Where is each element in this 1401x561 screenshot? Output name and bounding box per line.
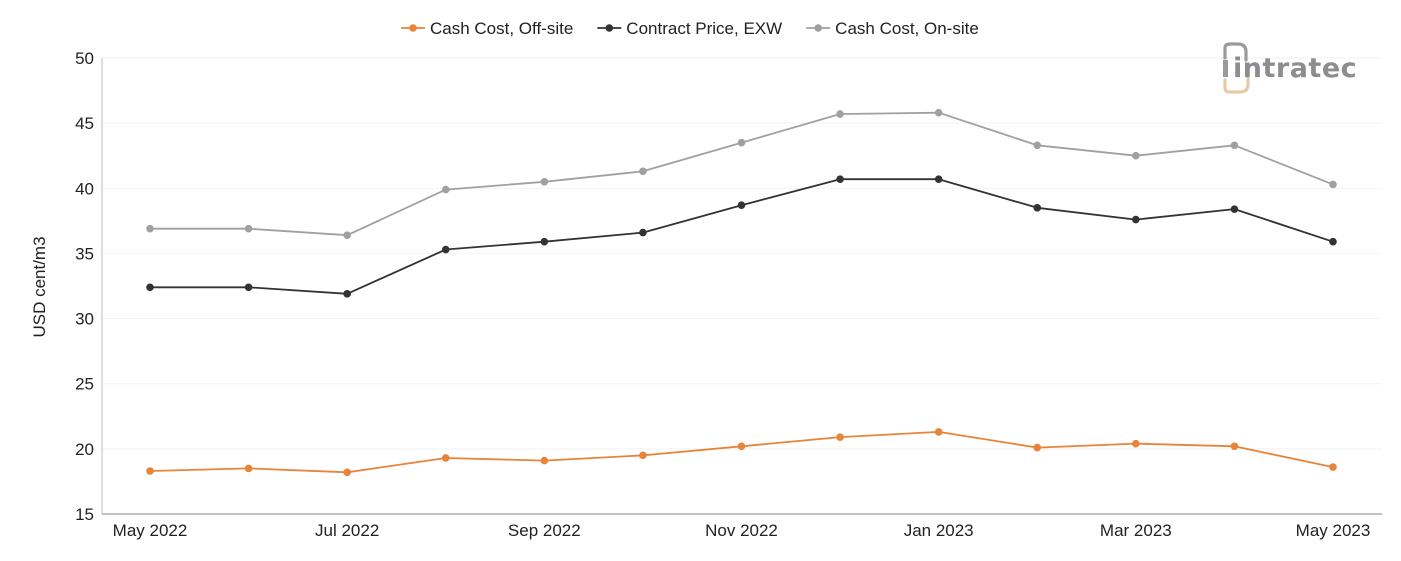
y-axis-ticks: 15 20 25 30 35 40 45 50 (75, 49, 94, 524)
logo-text: intratec (1233, 53, 1357, 84)
legend-item-0[interactable]: Cash Cost, Off-site (401, 19, 573, 38)
data-point[interactable] (1230, 141, 1239, 150)
data-point[interactable] (343, 231, 351, 239)
legend-label: Contract Price, EXW (626, 19, 782, 38)
x-axis-ticks: May 2022 Jul 2022 Sep 2022 Nov 2022 Jan 2023… (113, 521, 1371, 540)
data-point[interactable] (639, 228, 647, 237)
data-point[interactable] (540, 177, 549, 186)
data-point[interactable] (1132, 215, 1140, 224)
series-group (146, 108, 1337, 477)
data-point[interactable] (1132, 439, 1140, 448)
data-point[interactable] (343, 290, 351, 298)
data-point[interactable] (244, 464, 253, 473)
y-axis-title: USD cent/m3 (30, 236, 49, 337)
data-point[interactable] (836, 433, 844, 441)
series-line (150, 178, 1334, 295)
legend-item-1[interactable]: Contract Price, EXW (597, 19, 782, 38)
data-point[interactable] (343, 468, 351, 477)
y-tick-label: 45 (75, 114, 94, 133)
x-tick-label: May 2022 (113, 521, 188, 540)
x-tick-label: Jul 2022 (315, 521, 379, 540)
legend-label: Cash Cost, On-site (835, 19, 979, 38)
data-point[interactable] (146, 467, 154, 475)
data-point[interactable] (1230, 442, 1239, 451)
data-point[interactable] (737, 201, 746, 210)
data-point[interactable] (1033, 443, 1042, 452)
series-2 (146, 108, 1337, 239)
data-point[interactable] (639, 167, 647, 176)
data-point[interactable] (1329, 463, 1337, 471)
legend-swatch-marker (409, 24, 417, 32)
data-point[interactable] (1230, 205, 1239, 213)
data-point[interactable] (244, 283, 253, 292)
x-tick-label: Nov 2022 (705, 521, 778, 540)
y-tick-label: 40 (75, 179, 94, 198)
data-point[interactable] (540, 237, 549, 246)
data-point[interactable] (1329, 180, 1337, 189)
data-point[interactable] (146, 283, 154, 292)
logo-arc-top (1223, 42, 1248, 62)
y-tick-label: 20 (75, 440, 94, 459)
data-point[interactable] (1132, 151, 1140, 160)
data-point[interactable] (934, 428, 943, 436)
x-tick-label: Jan 2023 (904, 521, 974, 540)
y-tick-label: 50 (75, 49, 94, 68)
y-tick-label: 30 (75, 310, 94, 329)
legend-label: Cash Cost, Off-site (430, 19, 573, 38)
data-point[interactable] (244, 224, 253, 233)
data-point[interactable] (836, 175, 844, 183)
legend-swatch-marker (605, 24, 614, 32)
x-tick-label: May 2023 (1296, 521, 1371, 540)
data-point[interactable] (836, 110, 844, 118)
series-0 (146, 428, 1337, 477)
series-1 (146, 175, 1337, 298)
gridlines (102, 57, 1382, 450)
data-point[interactable] (639, 451, 647, 460)
data-point[interactable] (540, 456, 549, 465)
data-point[interactable] (737, 138, 746, 147)
y-tick-label: 35 (75, 244, 94, 263)
data-point[interactable] (146, 224, 154, 233)
x-tick-label: Mar 2023 (1100, 521, 1172, 540)
data-point[interactable] (1033, 141, 1042, 150)
axes (101, 58, 1382, 515)
data-point[interactable] (934, 108, 943, 117)
data-point[interactable] (441, 185, 450, 194)
legend-item-2[interactable]: Cash Cost, On-site (806, 19, 979, 38)
data-point[interactable] (1329, 237, 1337, 246)
y-tick-label: 25 (75, 375, 94, 394)
intratec-logo: intratec (1223, 42, 1357, 94)
x-tick-label: Sep 2022 (508, 521, 581, 540)
data-point[interactable] (737, 442, 746, 451)
series-line (149, 430, 1334, 474)
y-tick-label: 15 (75, 505, 94, 524)
data-point[interactable] (1033, 204, 1042, 212)
legend[interactable]: Cash Cost, Off-site Contract Price, EXW Ca… (401, 19, 979, 38)
data-point[interactable] (441, 245, 450, 254)
data-point[interactable] (441, 454, 450, 462)
logo-arc-bottom (1223, 76, 1250, 94)
logo-i-stem (1223, 60, 1228, 77)
data-point[interactable] (934, 175, 943, 183)
legend-swatch-marker (814, 24, 822, 32)
